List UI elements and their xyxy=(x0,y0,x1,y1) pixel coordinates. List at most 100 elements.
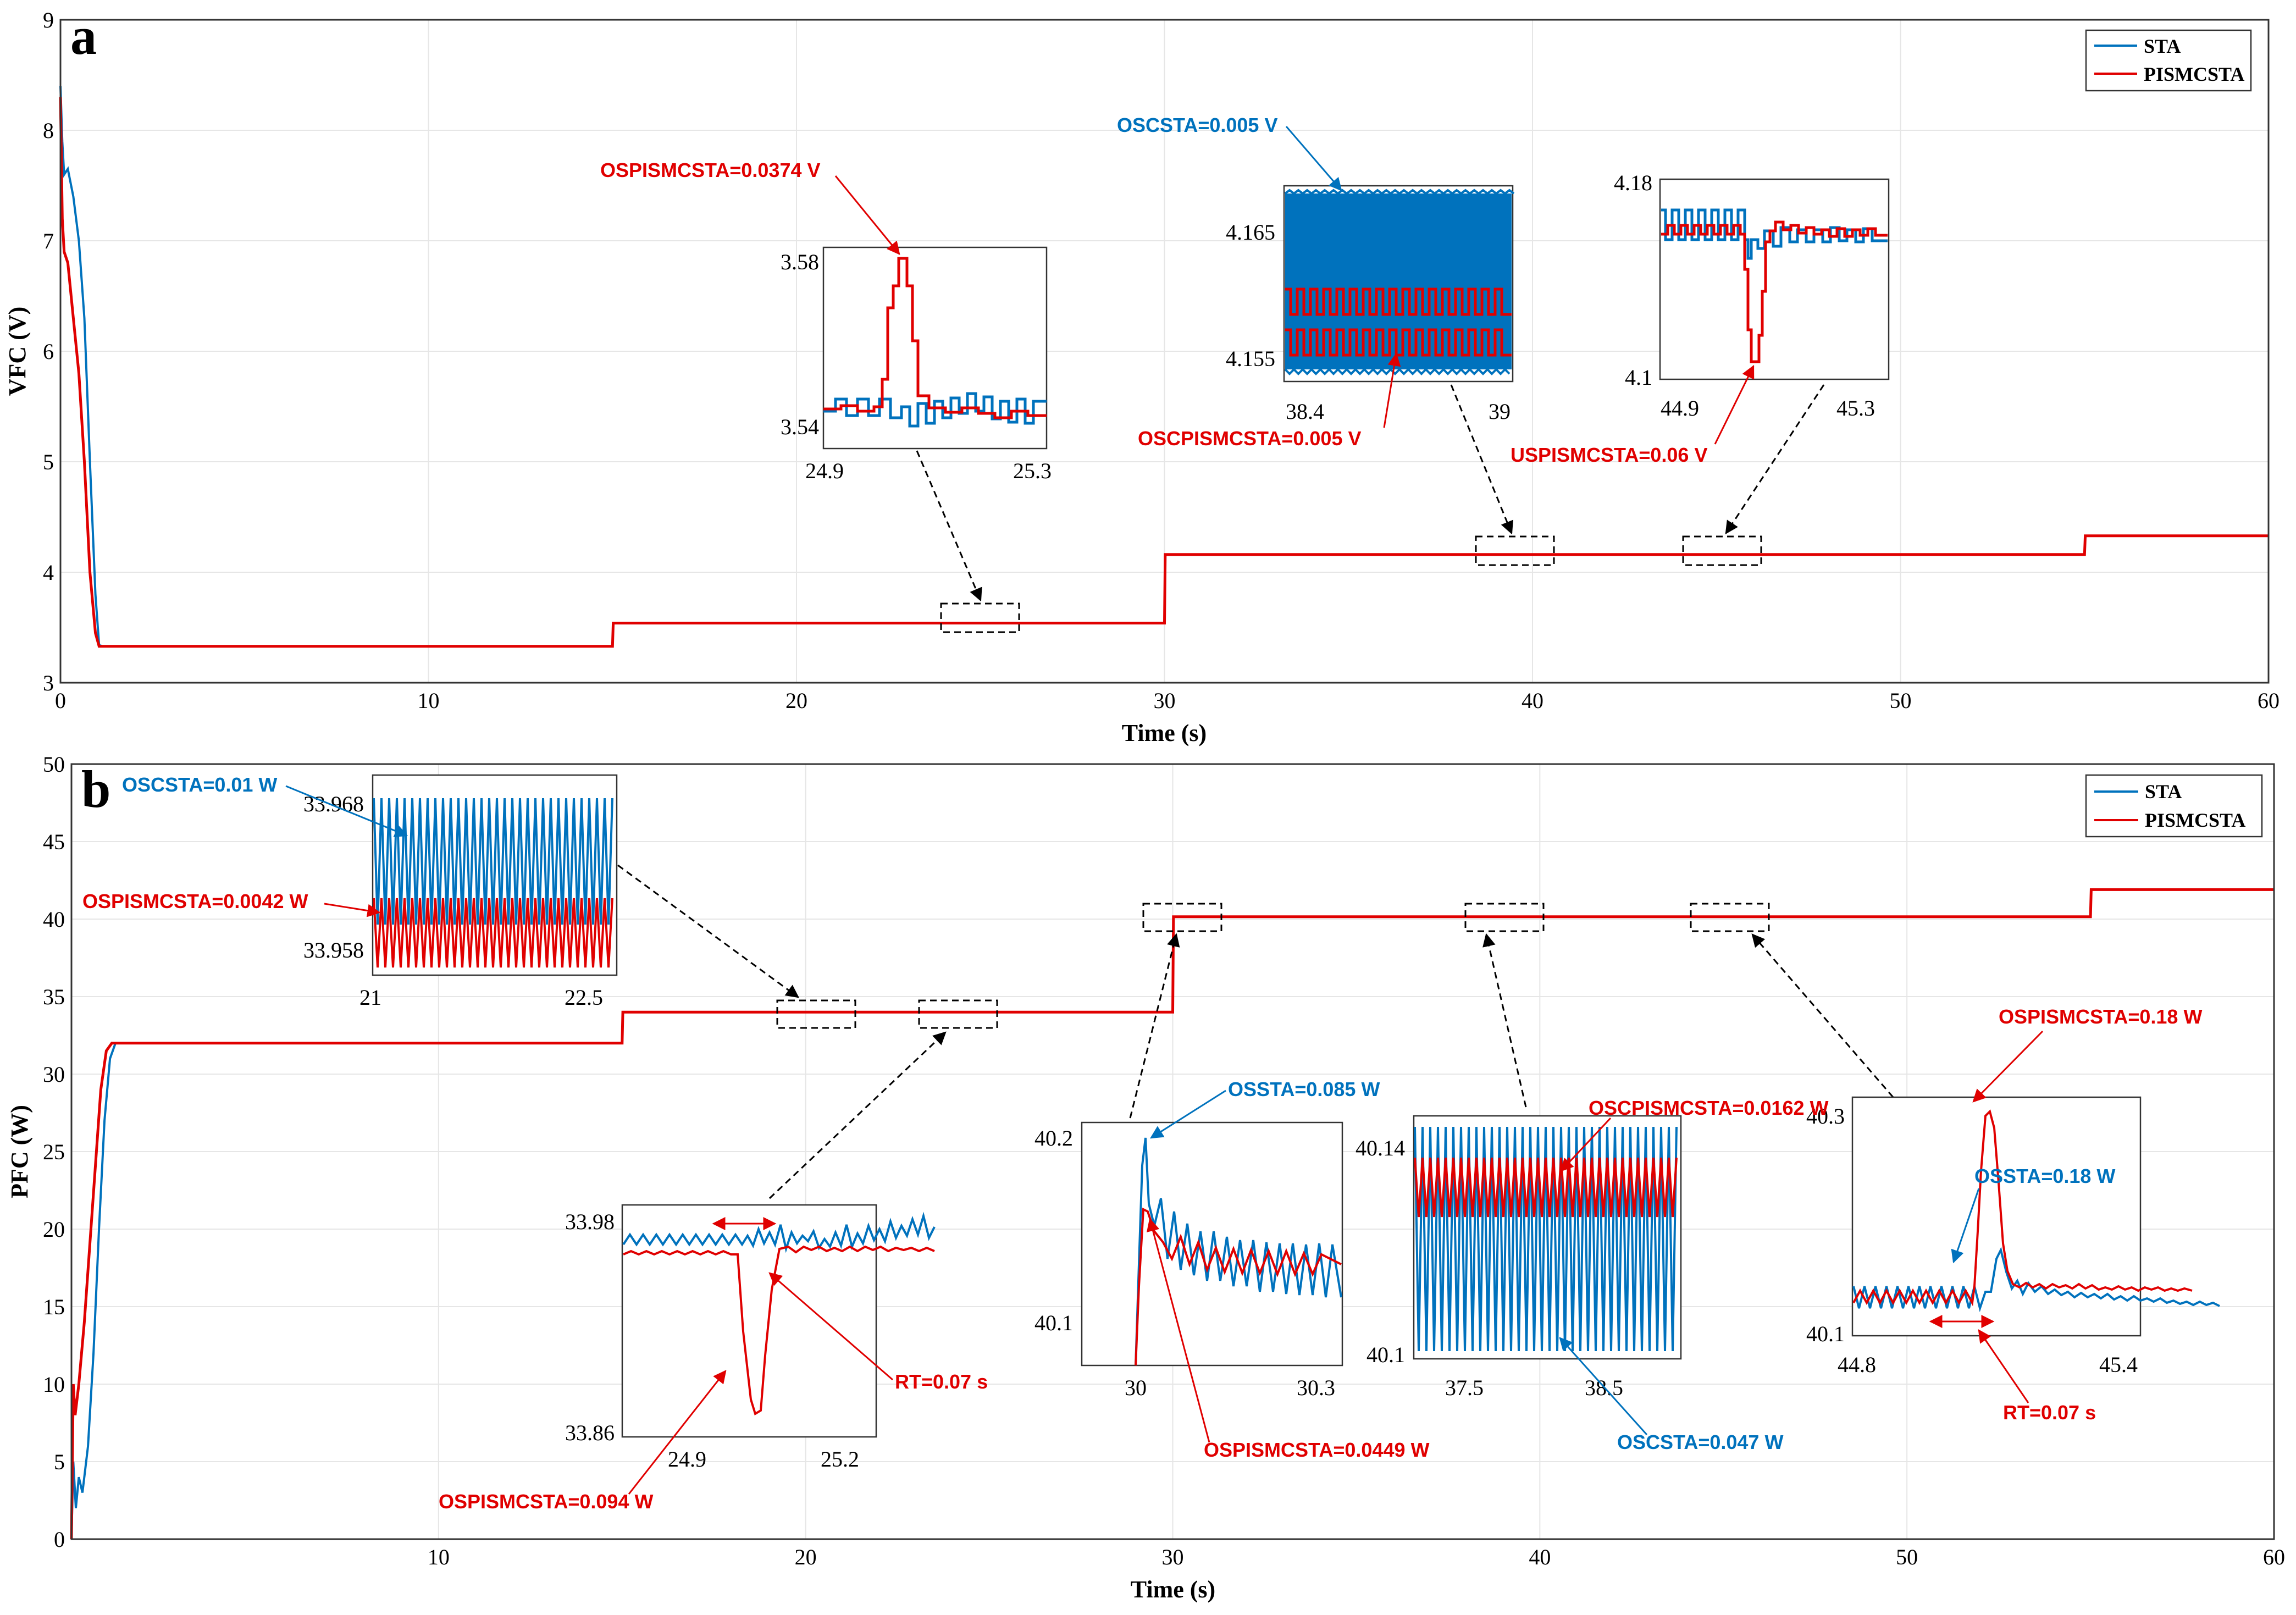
inset-b3-xtick-left: 30 xyxy=(1125,1375,1147,1400)
inset-b5-xtick-right: 45.4 xyxy=(2099,1352,2138,1377)
annotation-arrow-a-oscsta xyxy=(1285,126,1342,191)
zoom-arrow-a1 xyxy=(916,450,982,602)
y-tick-label-a-6: 9 xyxy=(43,8,54,32)
annotation-b-oscpismcsta: OSCPISMCSTA=0.0162 W xyxy=(1589,1097,1828,1119)
inset-a3-xtick-right: 45.3 xyxy=(1836,396,1875,421)
y-axis-label-b: PFC (W) xyxy=(6,1105,33,1198)
ticks-a: 0 10 20 30 40 50 60 3 4 5 6 7 8 9 xyxy=(43,8,2280,713)
inset-b3: 40.2 40.1 30 30.3 xyxy=(1034,1121,1343,1400)
zoom-box-b5 xyxy=(1690,903,1770,932)
inset-a2-sta-bottom-edge xyxy=(1284,368,1511,375)
y-tick-label-a-2: 5 xyxy=(43,450,54,474)
x-tick-label-a-3: 30 xyxy=(1154,688,1176,713)
inset-b3-ytick-top: 40.2 xyxy=(1034,1126,1073,1151)
inset-b2: 33.98 33.86 24.9 25.2 xyxy=(565,1204,936,1472)
zoom-arrow-b1 xyxy=(617,864,799,998)
inset-b3-sta-trace xyxy=(1135,1137,1342,1366)
y-tick-label-b-0: 0 xyxy=(54,1527,65,1552)
inset-b1-ytick-top: 33.968 xyxy=(303,792,364,816)
annotation-b-rt-1: RT=0.07 s xyxy=(895,1370,988,1393)
inset-b1-ytick-bottom: 33.958 xyxy=(303,938,364,963)
legend-label-pismcsta-a: PISMCSTA xyxy=(2144,63,2244,85)
zoom-box-b3 xyxy=(1142,903,1222,932)
legend-box-a xyxy=(2085,29,2252,92)
x-axis-label-a: Time (s) xyxy=(1122,720,1207,746)
y-tick-label-b-8: 40 xyxy=(43,907,65,932)
plot-frame-a xyxy=(59,19,2270,684)
y-tick-label-a-5: 8 xyxy=(43,118,54,143)
zoom-box-a2 xyxy=(1475,535,1555,566)
x-tick-label-a-4: 40 xyxy=(1522,688,1543,713)
x-tick-label-b-4: 50 xyxy=(1896,1545,1918,1569)
inset-a1-sta-trace xyxy=(823,392,1047,428)
x-tick-label-a-6: 60 xyxy=(2258,688,2280,713)
annotation-arrow-b-ospismcsta-1 xyxy=(324,903,381,917)
inset-a2-xtick-right: 39 xyxy=(1489,399,1511,424)
annotation-arrow-b-rt-1 xyxy=(768,1272,893,1381)
legend-label-sta-b: STA xyxy=(2145,781,2182,803)
inset-b4-sta-trace xyxy=(1414,1126,1678,1352)
zoom-arrow-a3 xyxy=(1725,384,1825,535)
x-tick-label-b-5: 60 xyxy=(2263,1545,2285,1569)
inset-a2-ytick-bottom: 4.155 xyxy=(1226,346,1275,371)
annotation-a-uspismcsta: USPISMCSTA=0.06 V xyxy=(1511,444,1707,466)
plot-frame-b xyxy=(70,763,2275,1540)
zoom-box-b4 xyxy=(1464,903,1545,932)
zoom-arrow-b3 xyxy=(1129,933,1180,1119)
inset-a2-pismcsta-trace-2 xyxy=(1285,328,1512,357)
inset-frame-a3 xyxy=(1659,178,1890,380)
inset-a3: 4.18 4.1 44.9 45.3 xyxy=(1614,170,1890,421)
x-tick-label-a-1: 10 xyxy=(418,688,440,713)
inset-b4-xtick-left: 37.5 xyxy=(1445,1375,1484,1400)
annotation-arrow-a-uspismcsta xyxy=(1714,364,1755,445)
inset-b5-ytick-bottom: 40.1 xyxy=(1806,1321,1845,1346)
y-tick-label-b-9: 45 xyxy=(43,829,65,854)
inset-a1: 3.58 3.54 24.9 25.3 xyxy=(781,246,1052,483)
inset-b1-sta-trace xyxy=(373,798,613,925)
annotation-b-ossta-1: OSSTA=0.085 W xyxy=(1228,1078,1380,1100)
inset-a3-xtick-left: 44.9 xyxy=(1661,396,1699,421)
legend-label-sta-a: STA xyxy=(2144,35,2181,57)
legend-a: STA PISMCSTA xyxy=(2085,29,2252,92)
inset-a3-pismcsta-trace xyxy=(1661,220,1888,363)
inset-a2-sta-band xyxy=(1285,193,1512,369)
inset-a1-ytick-top: 3.58 xyxy=(781,250,819,274)
x-tick-label-b-0: 10 xyxy=(428,1545,450,1569)
zoom-box-a3 xyxy=(1682,535,1762,566)
x-tick-label-b-3: 40 xyxy=(1529,1545,1551,1569)
x-tick-label-b-1: 20 xyxy=(795,1545,817,1569)
inset-b5-pismcsta-trace xyxy=(1852,1109,2193,1307)
zoom-arrow-b2 xyxy=(768,1031,947,1199)
annotation-arrow-b-ospismcsta-3 xyxy=(1146,1218,1210,1443)
annotation-b-ospismcsta-2: OSPISMCSTA=0.094 W xyxy=(439,1490,653,1513)
ticks-b: 10 20 30 40 50 60 0 5 10 15 20 25 30 35 40 45 50 xyxy=(43,752,2285,1569)
inset-b4-ytick-top: 40.14 xyxy=(1356,1136,1405,1160)
inset-b4: 40.14 40.1 37.5 38.5 xyxy=(1356,1115,1682,1400)
inset-b1-xtick-left: 21 xyxy=(359,985,381,1010)
inset-b1-pismcsta-trace xyxy=(373,898,613,968)
inset-b2-ytick-top: 33.98 xyxy=(565,1209,615,1234)
y-tick-label-b-1: 5 xyxy=(54,1450,65,1474)
y-tick-label-b-5: 25 xyxy=(43,1140,65,1164)
annotation-arrow-a-oscpismcsta xyxy=(1383,352,1401,428)
inset-b2-xtick-right: 25.2 xyxy=(821,1447,859,1472)
x-tick-label-a-5: 50 xyxy=(1890,688,1912,713)
inset-a2-pismcsta-trace xyxy=(1285,287,1512,316)
y-tick-label-b-2: 10 xyxy=(43,1372,65,1397)
y-tick-label-b-4: 20 xyxy=(43,1217,65,1242)
inset-b3-ytick-bottom: 40.1 xyxy=(1034,1310,1073,1335)
inset-a3-ytick-bottom: 4.1 xyxy=(1625,365,1652,390)
y-tick-label-b-7: 35 xyxy=(43,985,65,1009)
inset-a2-ytick-top: 4.165 xyxy=(1226,220,1275,245)
inset-a1-ytick-bottom: 3.54 xyxy=(781,414,819,439)
annotation-arrow-b-ospismcsta-2 xyxy=(628,1370,727,1495)
inset-b5: 40.3 40.1 44.8 45.4 xyxy=(1806,1096,2220,1377)
inset-a1-xtick-left: 24.9 xyxy=(805,458,844,483)
annotation-b-oscsta-2: OSCSTA=0.047 W xyxy=(1617,1431,1783,1453)
inset-b4-ytick-bottom: 40.1 xyxy=(1366,1342,1405,1367)
panel-letter-a: a xyxy=(70,7,97,65)
zoom-box-a1 xyxy=(940,602,1020,633)
series-b xyxy=(70,888,2274,1540)
